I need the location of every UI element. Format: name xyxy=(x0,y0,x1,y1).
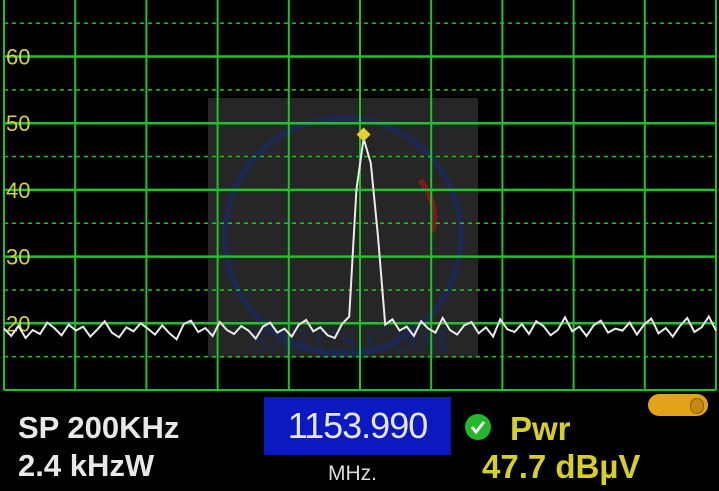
svg-text:SATCS.COM: SATCS.COM xyxy=(251,323,450,360)
y-tick-label: 30 xyxy=(6,245,30,270)
frequency-value: 1153.990 xyxy=(287,405,428,446)
y-tick-label: 60 xyxy=(6,45,30,70)
peak-marker xyxy=(356,127,371,142)
y-tick-label: 20 xyxy=(6,311,30,336)
frequency-unit: MHz. xyxy=(328,462,377,485)
y-axis-ticks: 20 30 40 50 60 70 xyxy=(6,0,30,336)
watermark-logo: SATCS.COM xyxy=(208,98,478,360)
y-tick-label: 50 xyxy=(6,111,30,136)
y-tick-label: 40 xyxy=(6,178,30,203)
power-label: Pwr xyxy=(510,410,571,447)
spectrum-plot: SATCS.COM 20 30 40 50 60 70 xyxy=(3,0,717,391)
battery-icon xyxy=(648,394,708,416)
spectrum-trace xyxy=(3,138,717,341)
frequency-field[interactable]: 1153.990 xyxy=(264,397,451,455)
rbw-readout: 2.4 kHzW xyxy=(18,448,155,483)
y-tick-label: 70 xyxy=(6,0,30,3)
check-circle-icon xyxy=(465,414,491,440)
power-value: 47.7 dBµV xyxy=(482,448,641,485)
span-readout: SP 200KHz xyxy=(18,410,180,445)
